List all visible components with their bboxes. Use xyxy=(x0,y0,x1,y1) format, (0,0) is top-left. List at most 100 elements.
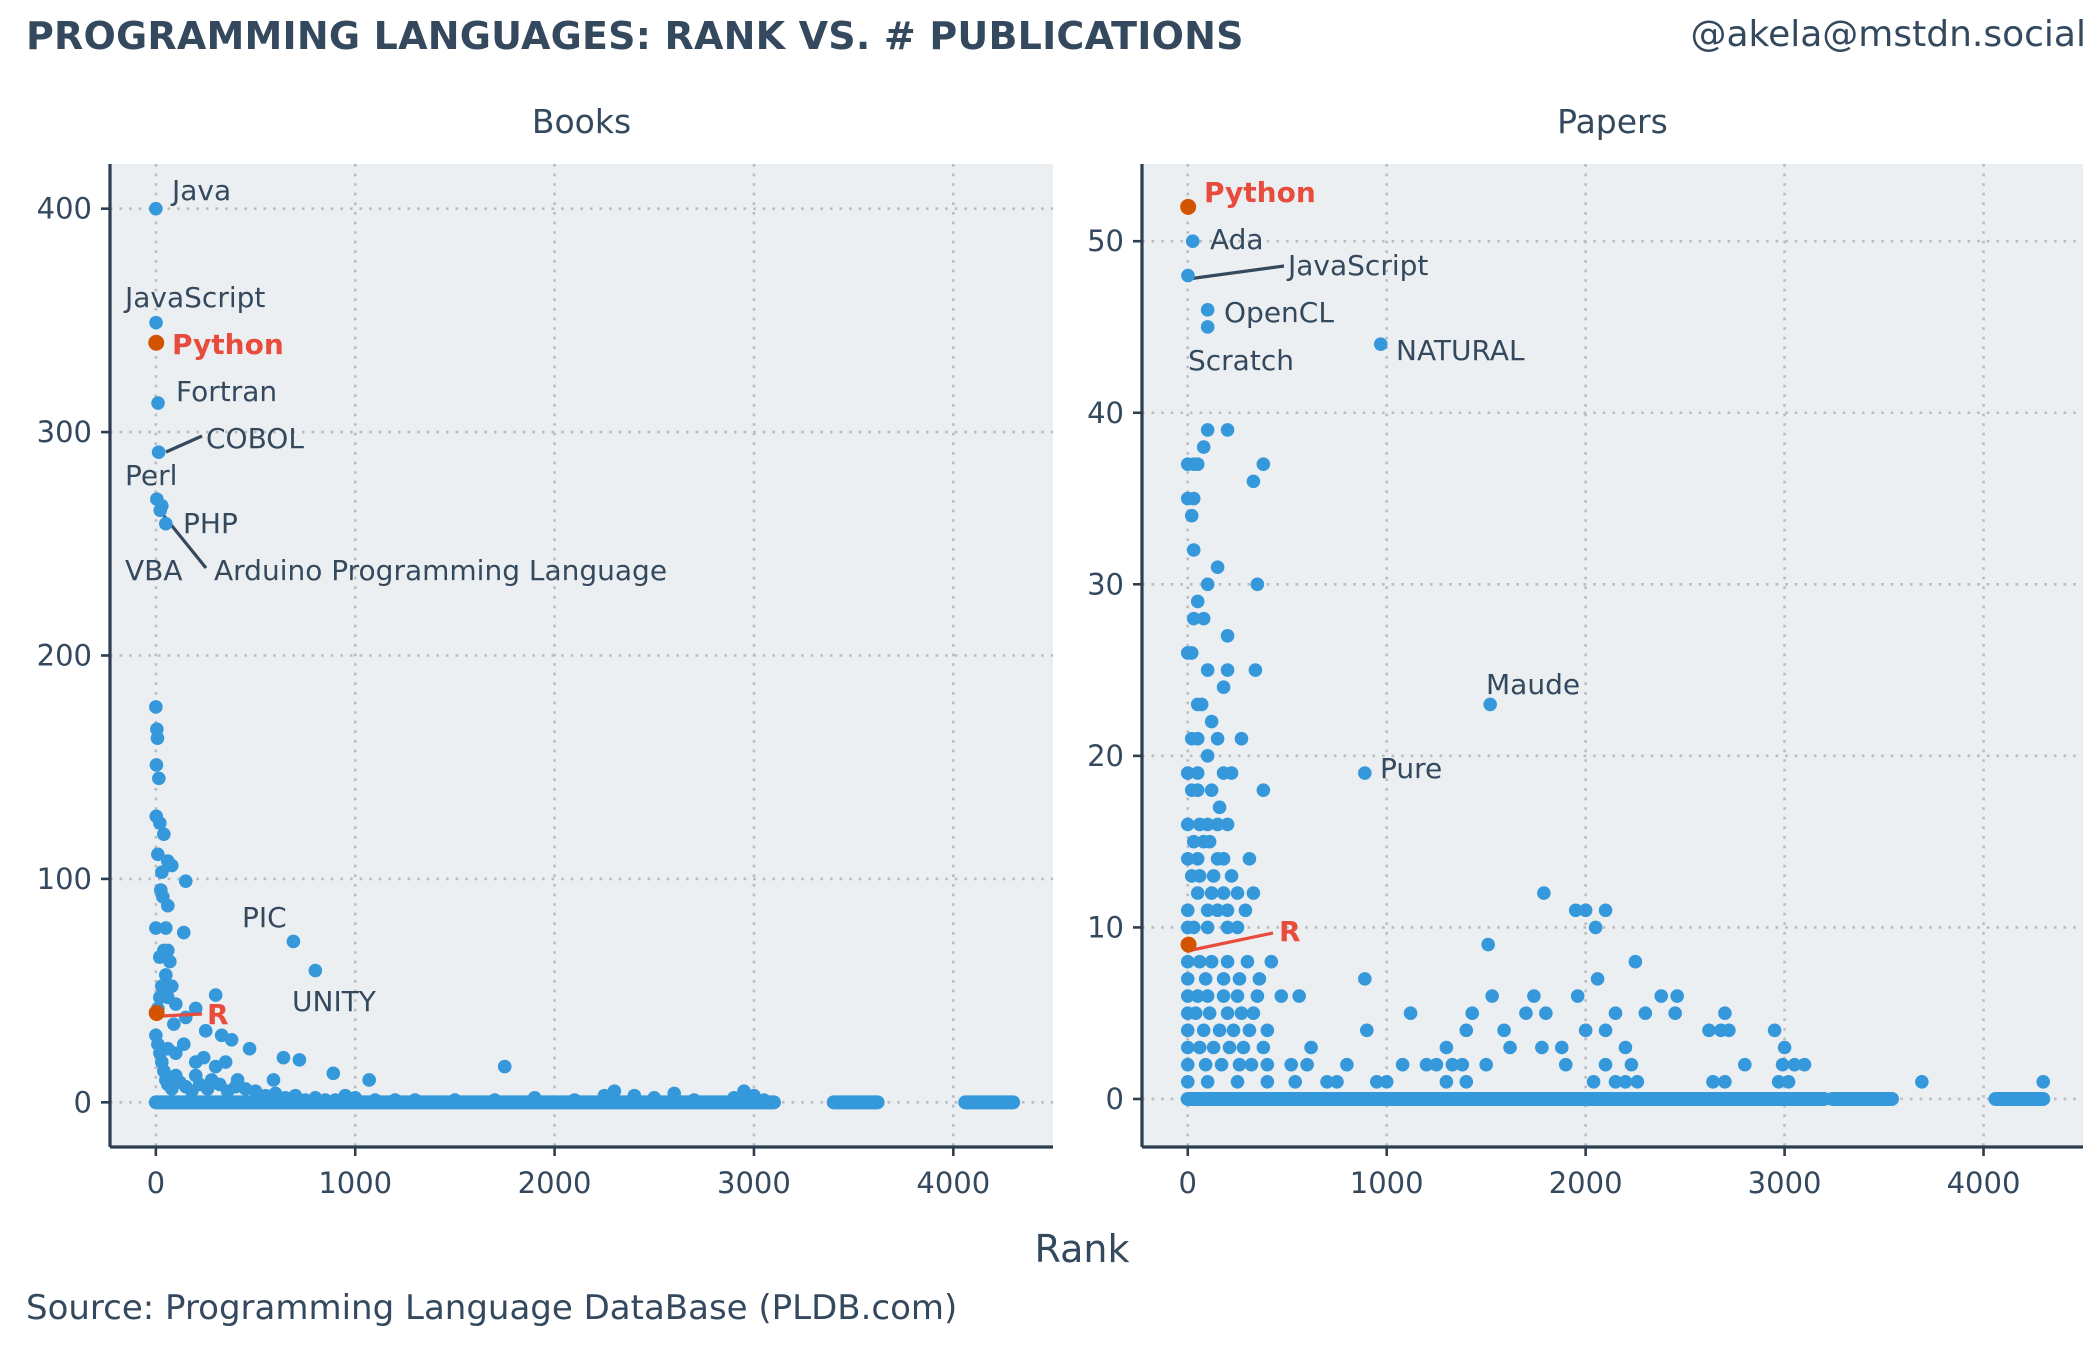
papers-data-point xyxy=(1180,972,1195,986)
papers-data-point xyxy=(1535,1040,1549,1055)
papers-data-point xyxy=(1250,577,1265,592)
books-data-point xyxy=(188,1001,203,1016)
books-y-tick-label: 400 xyxy=(37,192,92,226)
books-data-point xyxy=(507,1095,522,1110)
papers-data-point xyxy=(1190,731,1205,746)
papers-x-tick-label: 1000 xyxy=(1350,1166,1424,1200)
books-data-point xyxy=(161,898,175,913)
papers-point-opencl xyxy=(1200,303,1215,317)
papers-data-point xyxy=(1238,903,1253,918)
papers-data-point xyxy=(1608,1006,1623,1020)
books-data-point xyxy=(587,1095,602,1110)
papers-data-point xyxy=(1200,749,1215,763)
papers-data-point xyxy=(1210,903,1225,918)
books-data-point xyxy=(149,758,164,772)
papers-data-point xyxy=(1608,1075,1623,1089)
papers-data-point xyxy=(1190,851,1205,866)
papers-data-point xyxy=(1706,1075,1720,1089)
books-data-point xyxy=(166,1017,181,1031)
papers-data-point xyxy=(1264,954,1279,969)
books-data-point xyxy=(208,988,223,1002)
books-data-point xyxy=(318,1093,333,1107)
books-data-point xyxy=(198,1024,213,1038)
papers-data-point xyxy=(1781,1075,1796,1089)
books-data-point xyxy=(567,1093,582,1107)
papers-data-point xyxy=(1628,954,1643,969)
papers-data-point xyxy=(1519,1006,1533,1020)
papers-data-point xyxy=(1200,989,1215,1003)
papers-data-point xyxy=(1618,1075,1633,1089)
books-data-point xyxy=(292,1053,307,1067)
papers-data-point xyxy=(1360,1023,1374,1038)
books-data-point xyxy=(168,997,183,1011)
books-label-cobol: COBOL xyxy=(206,422,304,455)
books-label-r: R xyxy=(207,998,229,1031)
papers-data-point xyxy=(1198,1057,1213,1072)
books-data-point xyxy=(727,1091,741,1105)
books-data-point xyxy=(150,731,165,745)
papers-data-point xyxy=(1300,1057,1314,1072)
papers-data-point xyxy=(1200,663,1215,677)
books-point-pic xyxy=(286,934,301,949)
books-data-point xyxy=(707,1095,721,1110)
papers-data-point xyxy=(1624,1057,1639,1072)
papers-data-point xyxy=(1320,1075,1334,1089)
papers-data-point xyxy=(1403,1006,1418,1020)
papers-data-point xyxy=(1186,920,1201,935)
papers-data-point xyxy=(1232,1057,1247,1072)
papers-data-point xyxy=(1465,1006,1480,1020)
papers-data-point xyxy=(1638,1006,1653,1020)
books-data-point xyxy=(487,1093,502,1107)
papers-data-point xyxy=(1186,834,1201,849)
papers-data-point xyxy=(2036,1075,2051,1089)
papers-data-point xyxy=(1224,766,1239,780)
papers-data-point xyxy=(1236,1040,1251,1055)
papers-data-point xyxy=(1304,1040,1318,1055)
papers-point-scratch xyxy=(1200,320,1215,334)
books-data-point xyxy=(152,771,166,786)
papers-data-point xyxy=(1771,1075,1786,1089)
papers-data-point xyxy=(1230,920,1245,935)
papers-data-point xyxy=(1220,423,1235,437)
books-panel-title: Books xyxy=(532,102,631,141)
papers-data-point xyxy=(1204,954,1219,969)
papers-data-point xyxy=(1200,817,1215,832)
books-data-point xyxy=(165,979,179,993)
books-point-cobol xyxy=(151,445,166,459)
papers-point-natural xyxy=(1373,337,1388,351)
papers-data-point xyxy=(1212,800,1227,815)
papers-data-point xyxy=(1598,1057,1613,1072)
books-x-tick-label: 4000 xyxy=(916,1166,990,1200)
papers-data-point xyxy=(1180,1023,1195,1038)
books-data-point xyxy=(176,925,191,940)
papers-point-javascript xyxy=(1181,268,1195,283)
papers-data-point xyxy=(1242,1023,1257,1038)
papers-data-point xyxy=(1184,646,1199,660)
papers-data-point xyxy=(1226,1023,1241,1038)
papers-data-point xyxy=(1186,491,1201,506)
books-data-point xyxy=(153,816,167,830)
books-data-point xyxy=(326,1066,341,1081)
papers-data-point xyxy=(1220,903,1235,918)
papers-data-point xyxy=(1459,1023,1474,1038)
books-data-point xyxy=(196,1050,211,1065)
papers-data-point xyxy=(1481,937,1495,952)
papers-y-tick-label: 20 xyxy=(1087,739,1124,773)
books-data-point xyxy=(388,1093,402,1107)
papers-leader-r xyxy=(1191,931,1274,952)
papers-data-point xyxy=(1503,1040,1517,1055)
books-data-point xyxy=(242,1041,257,1056)
papers-data-point xyxy=(1216,989,1231,1003)
books-data-point xyxy=(218,1055,233,1069)
books-data-point xyxy=(667,1086,682,1101)
papers-data-point xyxy=(1578,1023,1593,1038)
books-data-point xyxy=(159,968,173,982)
papers-data-point xyxy=(1180,954,1195,969)
papers-data-point xyxy=(1196,440,1211,454)
papers-data-point xyxy=(1479,1057,1493,1072)
papers-data-point xyxy=(1246,474,1261,489)
papers-data-point xyxy=(1722,1023,1736,1038)
papers-data-point xyxy=(1429,1057,1444,1072)
papers-data-point xyxy=(1358,972,1372,986)
